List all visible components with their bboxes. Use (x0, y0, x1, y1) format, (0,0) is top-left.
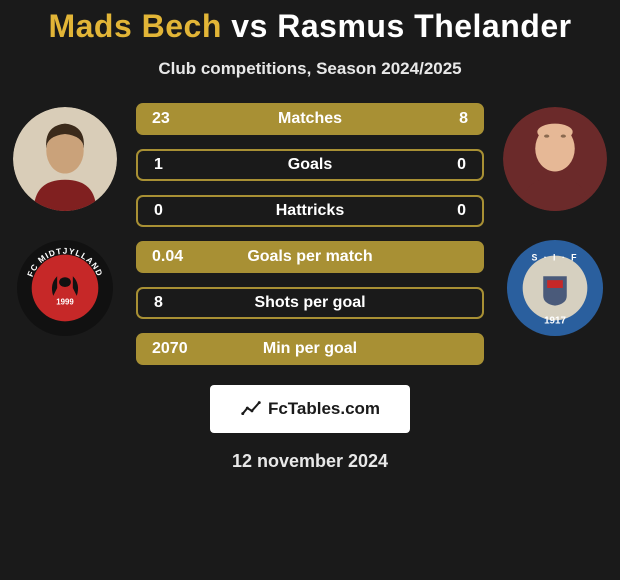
stat-label: Shots per goal (154, 294, 466, 312)
svg-text:1999: 1999 (56, 298, 74, 307)
player1-photo (13, 107, 117, 211)
stat-label: Min per goal (152, 340, 468, 358)
svg-text:S · I · F: S · I · F (531, 253, 578, 263)
brand-box: FcTables.com (210, 385, 410, 433)
stat-bar: 23Matches8 (136, 103, 484, 135)
stat-label: Matches (152, 110, 468, 128)
svg-text:1917: 1917 (544, 315, 566, 326)
club2-logo: S · I · F 1917 (506, 239, 604, 337)
stat-bar: 2070Min per goal (136, 333, 484, 365)
title-player2: Rasmus Thelander (277, 8, 571, 44)
stat-bar: 8Shots per goal (136, 287, 484, 319)
stat-right-value: 8 (459, 110, 468, 128)
chart-icon (240, 398, 262, 420)
player2-column: S · I · F 1917 (500, 107, 610, 337)
comparison-container: Mads Bech vs Rasmus Thelander Club compe… (0, 0, 620, 472)
stat-left-value: 0 (154, 202, 163, 220)
player2-photo (503, 107, 607, 211)
stat-left-value: 0.04 (152, 248, 183, 266)
stat-bar: 0Hattricks0 (136, 195, 484, 227)
stat-left-value: 2070 (152, 340, 188, 358)
stat-label: Goals per match (152, 248, 468, 266)
subtitle: Club competitions, Season 2024/2025 (0, 59, 620, 79)
stat-left-value: 23 (152, 110, 170, 128)
player1-column: 1999 FC MIDTJYLLAND (10, 107, 120, 337)
brand-text: FcTables.com (268, 399, 380, 419)
stat-bar: 1Goals0 (136, 149, 484, 181)
title-player1: Mads Bech (48, 8, 221, 44)
stats-column: 23Matches81Goals00Hattricks00.04Goals pe… (136, 103, 484, 365)
page-title: Mads Bech vs Rasmus Thelander (0, 8, 620, 45)
stat-label: Goals (154, 156, 466, 174)
stat-right-value: 0 (457, 202, 466, 220)
club1-logo: 1999 FC MIDTJYLLAND (16, 239, 114, 337)
stat-right-value: 0 (457, 156, 466, 174)
comparison-row: 1999 FC MIDTJYLLAND 23Matches81Goals00Ha… (0, 107, 620, 365)
title-vs: vs (231, 8, 277, 44)
stat-left-value: 1 (154, 156, 163, 174)
stat-left-value: 8 (154, 294, 163, 312)
footer-date: 12 november 2024 (0, 451, 620, 472)
stat-label: Hattricks (154, 202, 466, 220)
stat-bar: 0.04Goals per match (136, 241, 484, 273)
